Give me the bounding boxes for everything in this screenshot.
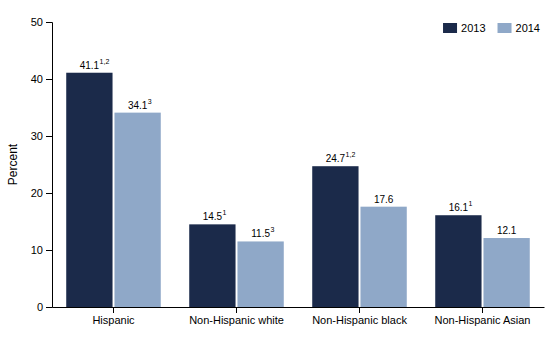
legend-label: 2013 [461, 22, 485, 34]
y-axis: 0 10 20 30 40 50 [31, 16, 53, 313]
bar [189, 224, 235, 307]
tick-label: Hispanic [92, 314, 135, 326]
chart: 0 10 20 30 40 50 Hispanic Non-Hispanic white Non… [0, 0, 560, 343]
tick-label: 40 [31, 73, 43, 85]
data-label: 12.1 [497, 225, 517, 236]
plot: 0 10 20 30 40 50 Hispanic Non-Hispanic white Non… [31, 16, 545, 326]
x-axis: Hispanic Non-Hispanic white Non-Hispanic b… [53, 307, 545, 326]
tick-mark [482, 307, 483, 313]
tick: Hispanic [92, 307, 135, 326]
tick: 10 [31, 244, 52, 256]
tick: Non-Hispanic white [189, 307, 284, 326]
tick-label: Non-Hispanic white [189, 314, 284, 326]
tick: 20 [31, 187, 52, 199]
tick-label: Non-Hispanic black [312, 314, 407, 326]
superscript: 3 [148, 98, 152, 105]
legend-item: 2014 [498, 22, 540, 34]
data-label: 16.1 [449, 202, 469, 213]
tick-mark [46, 79, 52, 80]
superscript: 3 [270, 226, 274, 233]
tick: 0 [37, 301, 52, 313]
tick: 30 [31, 130, 52, 142]
superscript: 1 [223, 209, 227, 216]
tick-label: Non-Hispanic Asian [435, 314, 531, 326]
axis-title: Percent [6, 143, 20, 185]
tick-mark [46, 193, 52, 194]
data-labels: 41.11,214.5124.71,216.1134.1311.5317.612… [80, 58, 517, 240]
tick: Non-Hispanic Asian [435, 307, 531, 326]
tick-label: 50 [31, 16, 43, 28]
data-label: 11.5 [251, 228, 270, 239]
tick-mark [46, 22, 52, 23]
legend-label: 2014 [516, 22, 540, 34]
superscript: 1 [469, 200, 473, 207]
data-label: 34.1 [128, 100, 148, 111]
data-label: 17.6 [374, 194, 394, 205]
tick-mark [236, 307, 237, 313]
tick-label: 0 [37, 301, 43, 313]
axis-line [53, 307, 545, 308]
legend-swatch [443, 23, 457, 33]
superscript: 1,2 [346, 151, 356, 158]
tick: 50 [31, 16, 52, 28]
data-label: 41.1 [80, 60, 100, 71]
legend-swatch [498, 23, 512, 33]
tick-mark [113, 307, 114, 313]
legend: 2013 2014 [443, 22, 540, 34]
tick-mark [46, 136, 52, 137]
bar [435, 215, 481, 307]
bar [360, 207, 406, 307]
bar [237, 241, 283, 307]
superscript: 1,2 [100, 58, 110, 65]
tick: 40 [31, 73, 52, 85]
axis-line [46, 23, 53, 308]
tick-label: 10 [31, 244, 43, 256]
data-label: 24.7 [326, 153, 346, 164]
tick: Non-Hispanic black [312, 307, 407, 326]
tick-mark [46, 250, 52, 251]
tick-label: 20 [31, 187, 43, 199]
bar [483, 238, 529, 307]
legend-item: 2013 [443, 22, 485, 34]
data-label: 14.5 [203, 211, 223, 222]
bars [66, 73, 530, 307]
tick-mark [359, 307, 360, 313]
bar [114, 113, 160, 307]
tick-mark [46, 307, 52, 308]
bar [66, 73, 112, 307]
bar [312, 166, 358, 307]
tick-label: 30 [31, 130, 43, 142]
